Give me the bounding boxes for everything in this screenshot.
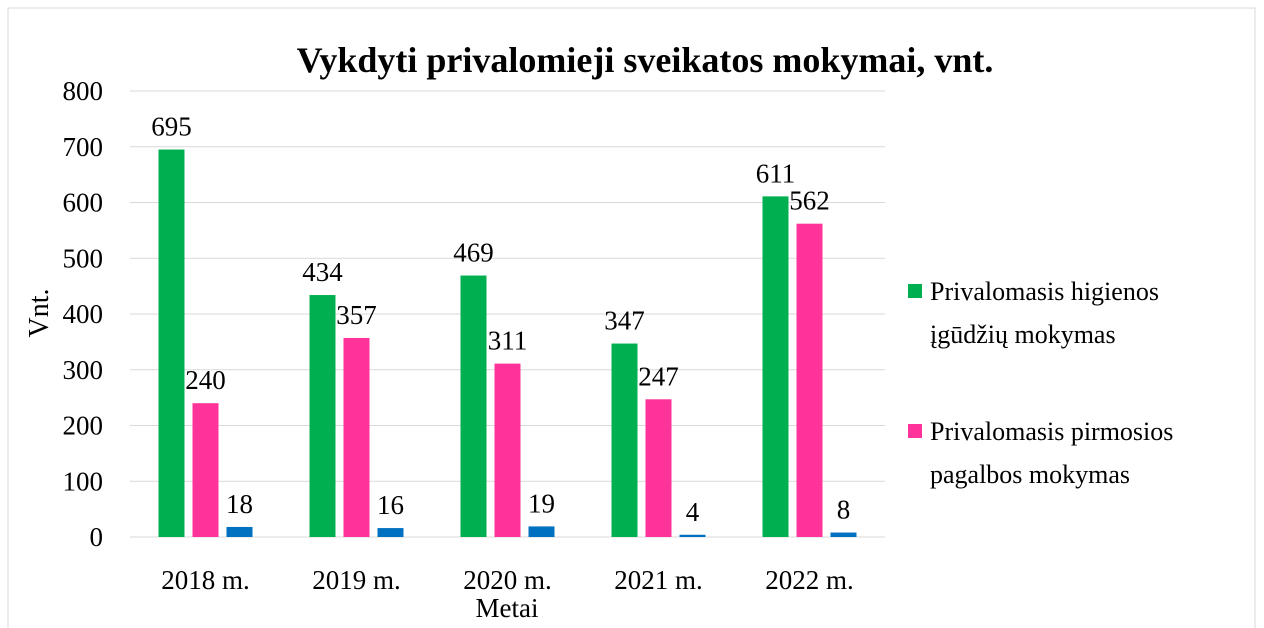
y-tick-label: 600 xyxy=(63,188,104,218)
bar xyxy=(309,295,336,537)
x-tick-label: 2018 m. xyxy=(161,565,250,595)
data-label: 311 xyxy=(488,326,528,356)
bar xyxy=(192,403,219,537)
data-label: 247 xyxy=(638,361,679,391)
y-tick-label: 0 xyxy=(90,522,104,552)
x-tick-label: 2021 m. xyxy=(614,565,703,595)
data-label: 695 xyxy=(151,112,192,142)
bar xyxy=(460,275,487,537)
data-label: 240 xyxy=(185,365,226,395)
data-label: 4 xyxy=(686,497,700,527)
bar xyxy=(158,149,185,537)
legend-swatch xyxy=(908,284,922,298)
y-tick-label: 100 xyxy=(63,466,104,496)
bar xyxy=(611,343,638,537)
x-axis-label: Metai xyxy=(476,593,539,623)
bar xyxy=(796,223,823,537)
data-label: 16 xyxy=(377,490,404,520)
bar xyxy=(377,528,404,537)
data-label: 611 xyxy=(756,158,796,188)
bar xyxy=(528,526,555,537)
data-label: 357 xyxy=(336,300,377,330)
bar xyxy=(494,363,521,537)
bar xyxy=(830,532,857,537)
x-tick-label: 2019 m. xyxy=(312,565,401,595)
bar xyxy=(762,196,789,537)
chart-title: Vykdyti privalomieji sveikatos mokymai, … xyxy=(297,40,994,80)
y-tick-label: 700 xyxy=(63,132,104,162)
data-label: 562 xyxy=(789,186,830,216)
y-tick-label: 300 xyxy=(63,355,104,385)
bar xyxy=(679,534,706,537)
bar xyxy=(645,399,672,537)
y-tick-label: 500 xyxy=(63,243,104,273)
y-tick-label: 800 xyxy=(63,76,104,106)
data-label: 434 xyxy=(302,257,343,287)
data-label: 469 xyxy=(453,238,494,268)
data-label: 19 xyxy=(528,488,555,518)
bar xyxy=(226,526,253,537)
legend-label: Privalomasis higienos įgūdžių mokymas xyxy=(930,277,1159,349)
x-tick-label: 2022 m. xyxy=(765,565,854,595)
data-label: 347 xyxy=(604,306,645,336)
legend-swatch xyxy=(908,424,922,438)
x-tick-label: 2020 m. xyxy=(463,565,552,595)
data-label: 8 xyxy=(837,495,851,525)
frame xyxy=(7,7,1256,628)
bar xyxy=(343,337,370,537)
y-tick-label: 400 xyxy=(63,299,104,329)
data-label: 18 xyxy=(226,489,253,519)
y-tick-label: 200 xyxy=(63,411,104,441)
y-axis-label: Vnt. xyxy=(24,289,55,338)
legend-label: Privalomasis pirmosios pagalbos mokymas xyxy=(930,417,1174,489)
